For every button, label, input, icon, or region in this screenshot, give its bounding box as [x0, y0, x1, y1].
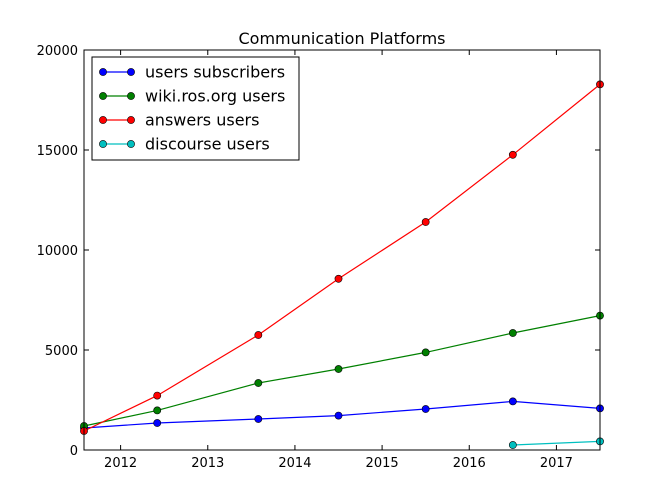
axis-ticks: 2012 2013 2014 2015 2016 2017 0 5000 10000 15000 2…: [37, 44, 600, 471]
legend-marker: [127, 92, 135, 100]
y-tick-label: 15000: [37, 144, 78, 159]
data-point: [508, 441, 517, 449]
legend-marker: [127, 116, 135, 124]
x-tick-label: 2015: [366, 456, 399, 471]
data-point: [153, 406, 162, 415]
legend-label: answers users: [145, 111, 259, 130]
legend-box: [91, 56, 300, 161]
data-point: [334, 274, 343, 283]
legend-marker: [99, 68, 107, 76]
legend-label: wiki.ros.org users: [145, 87, 285, 106]
data-point: [254, 415, 263, 423]
x-tick-label: 2013: [191, 456, 224, 471]
y-tick-label: 20000: [37, 44, 78, 59]
data-point: [334, 411, 343, 420]
x-tick-label: 2016: [453, 456, 486, 471]
data-point: [153, 419, 162, 427]
plot-marks: [80, 80, 604, 449]
data-point: [421, 348, 430, 357]
chart-title: Communication Platforms: [238, 29, 445, 48]
data-point: [508, 329, 517, 337]
data-point: [153, 391, 162, 400]
legend: users subscribers wiki.ros.org users answe…: [91, 56, 300, 161]
x-tick-label: 2014: [278, 456, 311, 471]
data-point: [508, 397, 517, 406]
data-point: [334, 365, 343, 373]
legend-marker: [127, 140, 135, 148]
data-point: [508, 150, 517, 159]
data-point: [421, 405, 430, 413]
series-line-3: [512, 440, 601, 446]
legend-marker: [99, 116, 107, 124]
legend-marker: [127, 68, 135, 76]
x-tick-label: 2017: [540, 456, 573, 471]
y-tick-label: 0: [70, 444, 78, 459]
y-tick-label: 10000: [37, 244, 78, 259]
data-point: [421, 218, 430, 226]
data-point: [254, 379, 263, 387]
y-tick-label: 5000: [45, 344, 78, 359]
data-point: [254, 331, 263, 339]
legend-marker: [99, 92, 107, 100]
x-tick-label: 2012: [104, 456, 137, 471]
legend-marker: [99, 140, 107, 148]
series-line-1: [83, 315, 601, 427]
legend-label: users subscribers: [145, 63, 285, 82]
legend-label: discourse users: [145, 135, 270, 154]
